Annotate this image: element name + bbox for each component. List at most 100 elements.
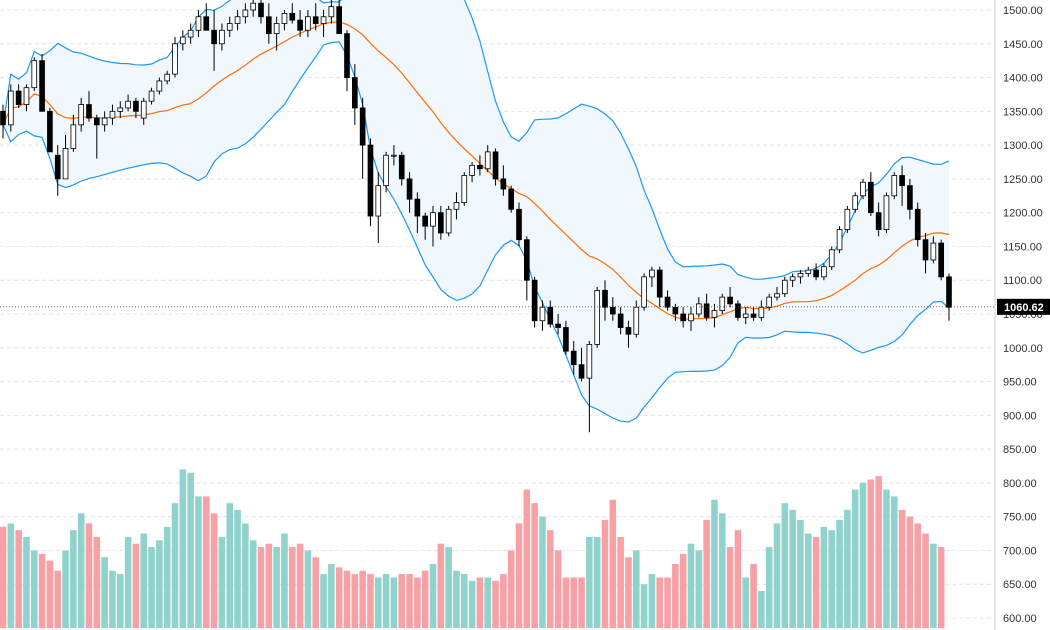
- volume-bar: [554, 550, 562, 629]
- bollinger-upper-line: [2, 0, 950, 280]
- volume-bar: [296, 543, 304, 629]
- candle-body: [946, 276, 952, 308]
- candle-body: [461, 175, 468, 203]
- candle-body: [711, 310, 718, 318]
- candle-body: [445, 208, 452, 234]
- candle-body: [523, 239, 530, 281]
- candle-body: [0, 110, 6, 126]
- y-tick-label: 850.00: [1003, 444, 1037, 456]
- volume-bar: [578, 577, 585, 629]
- y-tick-label: 950.00: [1003, 377, 1037, 389]
- candle-body: [47, 110, 53, 153]
- candle-body: [883, 195, 890, 230]
- volume-bar: [109, 570, 116, 629]
- candle-body: [867, 181, 874, 214]
- y-tick-label: 1200.00: [1003, 208, 1043, 220]
- volume-bar: [851, 489, 859, 629]
- candle-body: [563, 327, 569, 352]
- candle-body: [735, 303, 741, 318]
- candle-body: [39, 60, 45, 112]
- candle-body: [312, 16, 319, 24]
- volume-bar: [679, 553, 687, 629]
- candle-body: [101, 117, 108, 126]
- volume-bar: [62, 550, 69, 629]
- volume-bar: [718, 513, 726, 629]
- y-tick-label: 750.00: [1003, 512, 1037, 524]
- candle-body: [148, 90, 155, 102]
- candle-body: [781, 279, 788, 295]
- candle-body: [242, 9, 249, 18]
- candle-body: [422, 215, 429, 227]
- volume-bar: [46, 560, 54, 629]
- y-tick-label: 1450.00: [1003, 39, 1043, 51]
- volume-bar: [883, 489, 890, 629]
- candle-body: [508, 188, 515, 210]
- volume-bar: [437, 543, 445, 629]
- y-tick-label: 900.00: [1003, 410, 1037, 422]
- volume-bar: [343, 570, 351, 629]
- candle-body: [680, 313, 687, 322]
- candle-body: [703, 303, 710, 318]
- candle-body: [93, 117, 100, 126]
- candle-body: [617, 313, 624, 328]
- volume-bar: [281, 533, 288, 629]
- volume-bar: [7, 523, 15, 629]
- volume-bar: [304, 550, 312, 629]
- candle-body: [23, 87, 30, 105]
- candle-body: [891, 175, 898, 197]
- volume-bar: [734, 530, 742, 629]
- candle-body: [742, 313, 749, 318]
- candle-body: [688, 313, 694, 322]
- volume-bar: [750, 563, 757, 629]
- candle-body: [922, 239, 929, 261]
- volume-bar: [93, 536, 101, 629]
- volume-bar: [742, 577, 750, 629]
- volume-bar: [867, 479, 875, 629]
- volume-bar: [601, 520, 609, 629]
- candle-body: [172, 43, 178, 75]
- candle-body: [164, 73, 171, 82]
- y-tick-label: 800.00: [1003, 478, 1037, 490]
- volume-bar: [781, 503, 789, 629]
- candle-body: [727, 296, 733, 305]
- volume-bar: [937, 547, 945, 629]
- candle-body: [414, 198, 421, 217]
- volume-bar: [656, 577, 664, 629]
- candle-body: [516, 208, 522, 241]
- candle-body: [78, 104, 85, 126]
- volume-bar: [202, 496, 210, 629]
- volume-bar: [687, 543, 695, 629]
- last-price-badge: [997, 298, 1050, 315]
- candle-body: [336, 6, 343, 35]
- candle-body: [531, 279, 538, 322]
- candle-body: [555, 323, 561, 328]
- volume-bar: [789, 509, 796, 629]
- candle-body: [875, 212, 882, 230]
- volume-bar: [374, 577, 382, 629]
- candlesticks: [0, 0, 952, 433]
- volume-bar: [54, 570, 62, 629]
- volume-bar: [648, 574, 656, 629]
- candle-body: [821, 266, 827, 278]
- volume-bar: [586, 536, 593, 629]
- volume-bar: [359, 570, 366, 629]
- volume-bar: [148, 547, 155, 629]
- volume-bar: [844, 509, 851, 629]
- volume-bar: [476, 577, 484, 629]
- candle-body: [625, 327, 632, 335]
- volume-bar: [523, 489, 531, 629]
- volume-bar: [797, 520, 804, 629]
- candle-body: [586, 343, 593, 379]
- candle-body: [430, 212, 436, 227]
- candle-body: [7, 90, 14, 126]
- candle-body: [273, 23, 280, 35]
- candle-body: [836, 229, 843, 251]
- volume-bar: [0, 526, 7, 629]
- volume-bar: [500, 574, 507, 629]
- candle-body: [133, 100, 139, 112]
- y-tick-label: 700.00: [1003, 545, 1037, 557]
- volume-bar: [445, 547, 452, 629]
- candle-body: [179, 36, 186, 45]
- volume-bar: [922, 533, 929, 629]
